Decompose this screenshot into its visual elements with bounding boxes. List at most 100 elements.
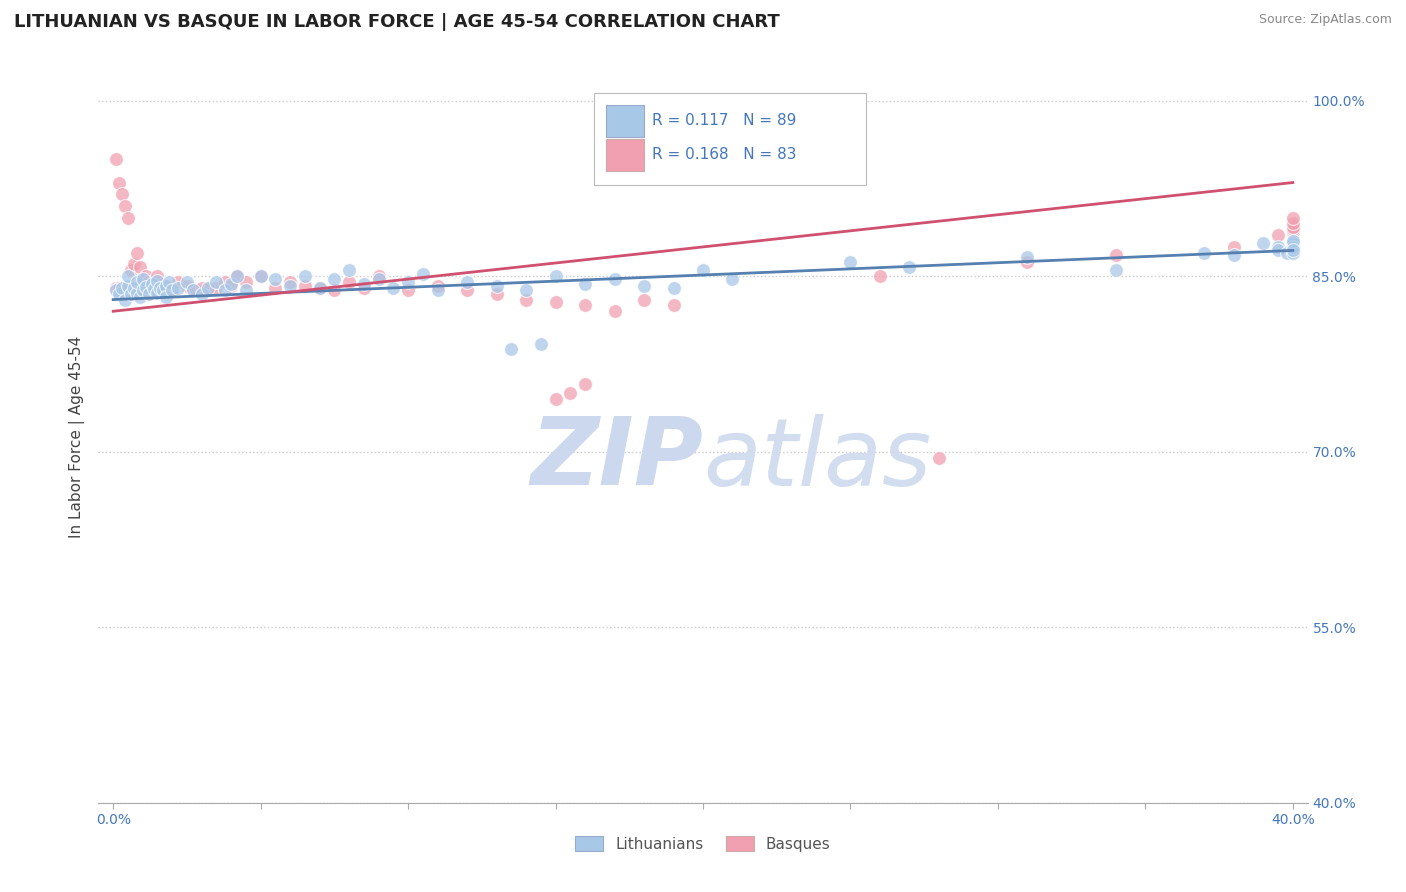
Point xyxy=(120,263,142,277)
Point xyxy=(146,274,169,288)
Point xyxy=(200,281,222,295)
Point xyxy=(160,283,183,297)
Point xyxy=(456,275,478,289)
Point xyxy=(141,277,163,292)
Point xyxy=(138,275,160,289)
Point xyxy=(382,281,405,295)
FancyBboxPatch shape xyxy=(595,94,866,185)
Point xyxy=(1282,217,1305,231)
Point xyxy=(1282,211,1305,225)
Y-axis label: In Labor Force | Age 45-54: In Labor Force | Age 45-54 xyxy=(69,336,86,538)
Point xyxy=(108,281,131,295)
Point xyxy=(839,255,862,269)
Point xyxy=(105,152,128,166)
Point xyxy=(633,278,655,293)
Point xyxy=(131,275,153,289)
Point xyxy=(308,281,330,295)
Point xyxy=(603,271,626,285)
Point xyxy=(149,283,172,297)
Point xyxy=(544,269,567,284)
Point xyxy=(1223,248,1246,262)
Point xyxy=(1267,244,1289,258)
Point xyxy=(1017,251,1039,265)
Point xyxy=(337,275,360,289)
Point xyxy=(353,281,375,295)
Point xyxy=(1282,245,1305,260)
Text: LITHUANIAN VS BASQUE IN LABOR FORCE | AGE 45-54 CORRELATION CHART: LITHUANIAN VS BASQUE IN LABOR FORCE | AG… xyxy=(14,13,780,31)
Point xyxy=(1282,240,1305,254)
Point xyxy=(131,271,153,285)
Point xyxy=(1267,228,1289,243)
Point xyxy=(264,271,287,285)
Point xyxy=(117,278,139,293)
Point xyxy=(131,281,153,295)
Legend: Lithuanians, Basques: Lithuanians, Basques xyxy=(569,830,837,858)
Point xyxy=(111,187,134,202)
Point xyxy=(485,278,508,293)
Point xyxy=(574,298,596,312)
Point xyxy=(308,281,330,295)
Point xyxy=(219,277,242,292)
Point xyxy=(152,283,174,297)
Point xyxy=(143,283,166,297)
Point xyxy=(603,304,626,318)
Point xyxy=(1105,248,1128,262)
Point xyxy=(155,278,177,293)
Point xyxy=(1282,219,1305,234)
Point xyxy=(114,199,136,213)
Point xyxy=(167,275,190,289)
Point xyxy=(721,271,744,285)
Point xyxy=(155,290,177,304)
Point xyxy=(544,294,567,309)
Text: atlas: atlas xyxy=(703,414,931,505)
Point xyxy=(184,283,207,297)
Point xyxy=(426,278,449,293)
Point xyxy=(501,342,523,356)
Point xyxy=(353,277,375,292)
Point xyxy=(574,277,596,292)
Point xyxy=(367,271,389,285)
Point xyxy=(190,281,212,295)
Point xyxy=(108,176,131,190)
Point xyxy=(155,278,177,293)
Point xyxy=(898,260,921,274)
Point xyxy=(190,286,212,301)
Point xyxy=(456,283,478,297)
Point xyxy=(1194,245,1216,260)
Point xyxy=(120,286,142,301)
Point xyxy=(219,278,242,293)
Point xyxy=(412,267,434,281)
Text: R = 0.168   N = 83: R = 0.168 N = 83 xyxy=(652,146,797,161)
Point xyxy=(146,285,169,300)
Point xyxy=(111,286,134,301)
Point xyxy=(1282,244,1305,258)
Point xyxy=(278,278,301,293)
Point xyxy=(114,293,136,307)
Point xyxy=(869,269,891,284)
Point xyxy=(396,275,419,289)
Point xyxy=(249,269,271,284)
Point xyxy=(205,281,228,295)
Point xyxy=(662,281,685,295)
Point xyxy=(1017,255,1039,269)
Point xyxy=(574,376,596,391)
Point xyxy=(928,450,950,465)
Point xyxy=(323,283,346,297)
FancyBboxPatch shape xyxy=(606,138,644,171)
Point xyxy=(114,281,136,295)
Point xyxy=(214,283,236,297)
Point xyxy=(337,263,360,277)
Point xyxy=(1267,240,1289,254)
Point xyxy=(108,286,131,301)
Point xyxy=(176,275,198,289)
Point xyxy=(367,269,389,284)
Point xyxy=(1223,240,1246,254)
Point xyxy=(560,386,582,401)
Point xyxy=(105,281,128,295)
Point xyxy=(1105,263,1128,277)
Point xyxy=(226,269,249,284)
Point xyxy=(294,278,316,293)
Text: R = 0.117   N = 89: R = 0.117 N = 89 xyxy=(652,113,797,128)
Point xyxy=(125,245,148,260)
Point xyxy=(214,275,236,289)
